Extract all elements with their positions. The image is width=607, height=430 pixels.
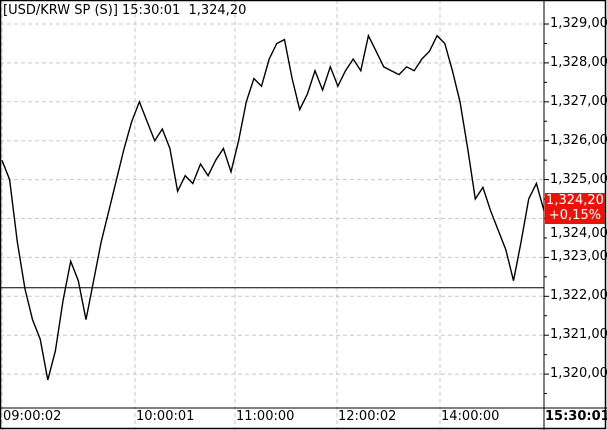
instrument-title: [USD/KRW SP (S)] xyxy=(3,3,118,18)
chart-header: [USD/KRW SP (S)] 15:30:01 1,324,20 xyxy=(3,3,250,18)
x-tick-label: 12:00:02 xyxy=(338,409,397,424)
x-tick-label: 14:00:00 xyxy=(441,409,500,424)
y-tick-label: 1,321,00 xyxy=(550,327,607,343)
y-tick-label: 1,322,00 xyxy=(550,288,607,304)
y-tick-label: 1,326,00 xyxy=(550,132,607,148)
last-price: 1,324,20 xyxy=(546,193,604,208)
y-tick-label: 1,325,00 xyxy=(550,171,607,187)
x-tick-label: 11:00:00 xyxy=(236,409,295,424)
header-price: 1,324,20 xyxy=(188,3,247,18)
y-tick-label: 1,327,00 xyxy=(550,93,607,109)
x-tick-label: 09:00:02 xyxy=(3,409,62,424)
header-time: 15:30:01 xyxy=(121,3,181,18)
y-tick-label: 1,320,00 xyxy=(550,366,607,382)
y-tick-label: 1,323,00 xyxy=(550,249,607,265)
y-tick-label: 1,324,00 xyxy=(550,226,607,241)
price-line xyxy=(1,33,545,381)
x-tick-label: 10:00:01 xyxy=(136,409,195,424)
x-end-label: 15:30:01 xyxy=(545,409,607,424)
y-tick-label: 1,328,00 xyxy=(550,54,607,70)
y-tick-label: 1,329,00 xyxy=(550,16,607,31)
last-price-badge: 1,324,20 +0,15% xyxy=(545,193,605,224)
change-percent: +0,15% xyxy=(548,208,602,223)
